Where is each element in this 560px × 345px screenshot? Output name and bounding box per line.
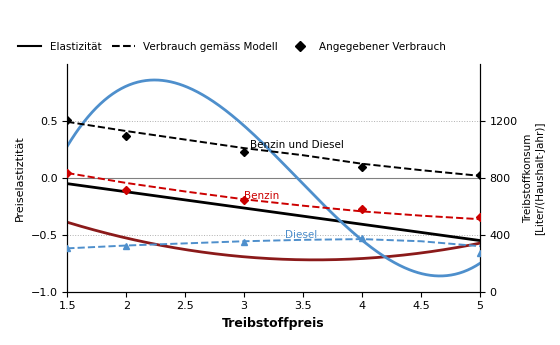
Y-axis label: Preiselastiztität: Preiselastiztität <box>15 135 25 221</box>
Text: Diesel: Diesel <box>286 230 318 240</box>
Y-axis label: Treibstoffkonsum
[Liter/(Haushalt·Jahr)]: Treibstoffkonsum [Liter/(Haushalt·Jahr)] <box>524 121 545 235</box>
Text: Benzin und Diesel: Benzin und Diesel <box>250 140 344 150</box>
Text: Benzin: Benzin <box>244 191 279 201</box>
X-axis label: Treibstoffpreis: Treibstoffpreis <box>222 317 325 330</box>
Legend: Elastizität, Verbrauch gemäss Modell, Angegebener Verbrauch: Elastizität, Verbrauch gemäss Modell, An… <box>15 38 450 56</box>
